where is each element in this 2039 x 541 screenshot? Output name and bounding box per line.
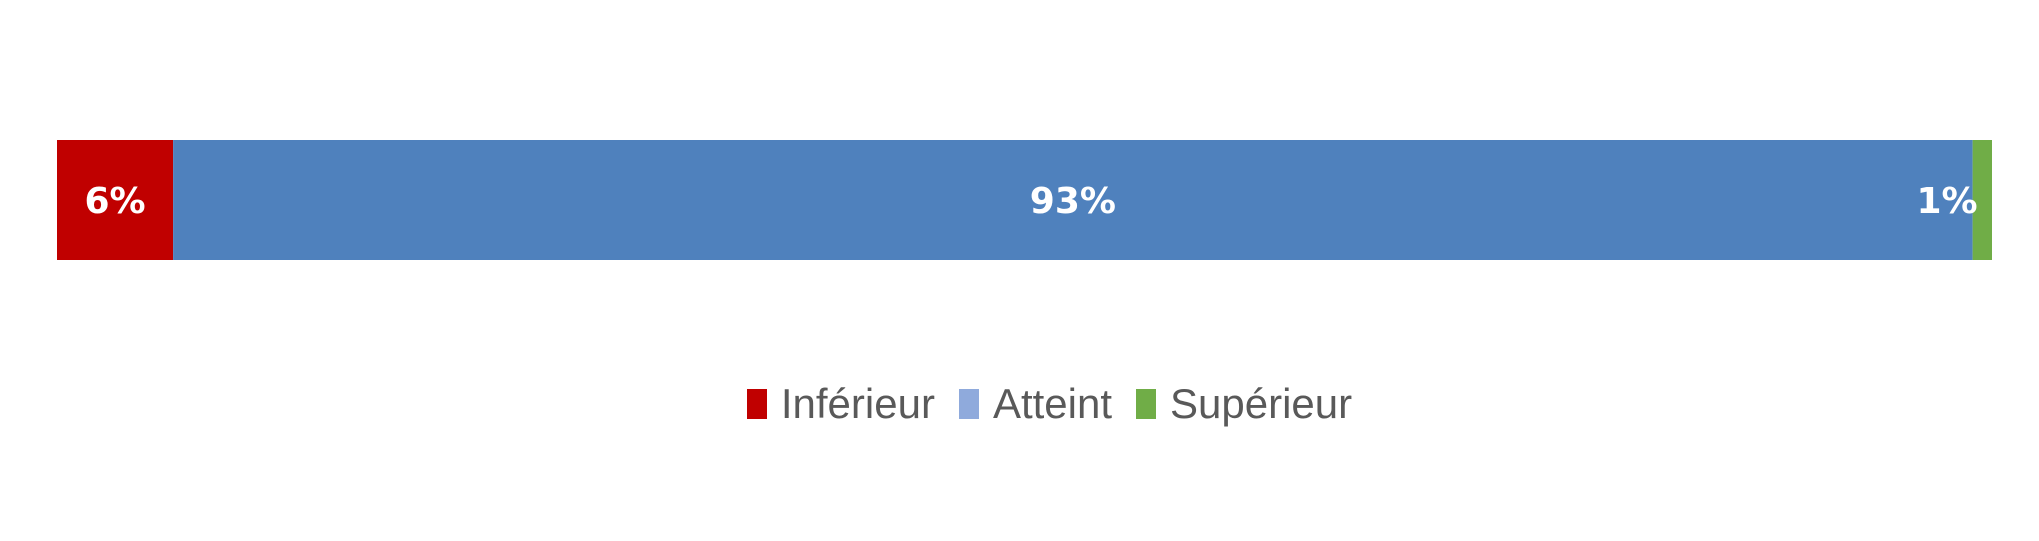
bar-segment-0	[57, 140, 174, 260]
legend-item-inferieur: Inférieur	[746, 380, 935, 428]
legend-label-atteint: Atteint	[992, 380, 1113, 427]
bar-segment-1	[173, 140, 1973, 260]
legend-item-superieur: Supérieur	[1136, 380, 1352, 428]
legend-swatch-atteint	[958, 389, 979, 419]
legend-item-atteint: Atteint	[958, 380, 1113, 428]
legend-label-inferieur: Inférieur	[780, 380, 935, 427]
legend: Inférieur Atteint Supérieur	[0, 380, 2039, 428]
legend-swatch-inferieur	[746, 389, 767, 419]
data-label-1: 93%	[1030, 181, 1116, 222]
data-label-2: 1%	[1916, 181, 1977, 222]
legend-swatch-superieur	[1136, 389, 1157, 419]
data-label-0: 6%	[84, 181, 145, 222]
legend-label-superieur: Supérieur	[1170, 380, 1353, 427]
bar-segment-2	[1972, 140, 1992, 260]
